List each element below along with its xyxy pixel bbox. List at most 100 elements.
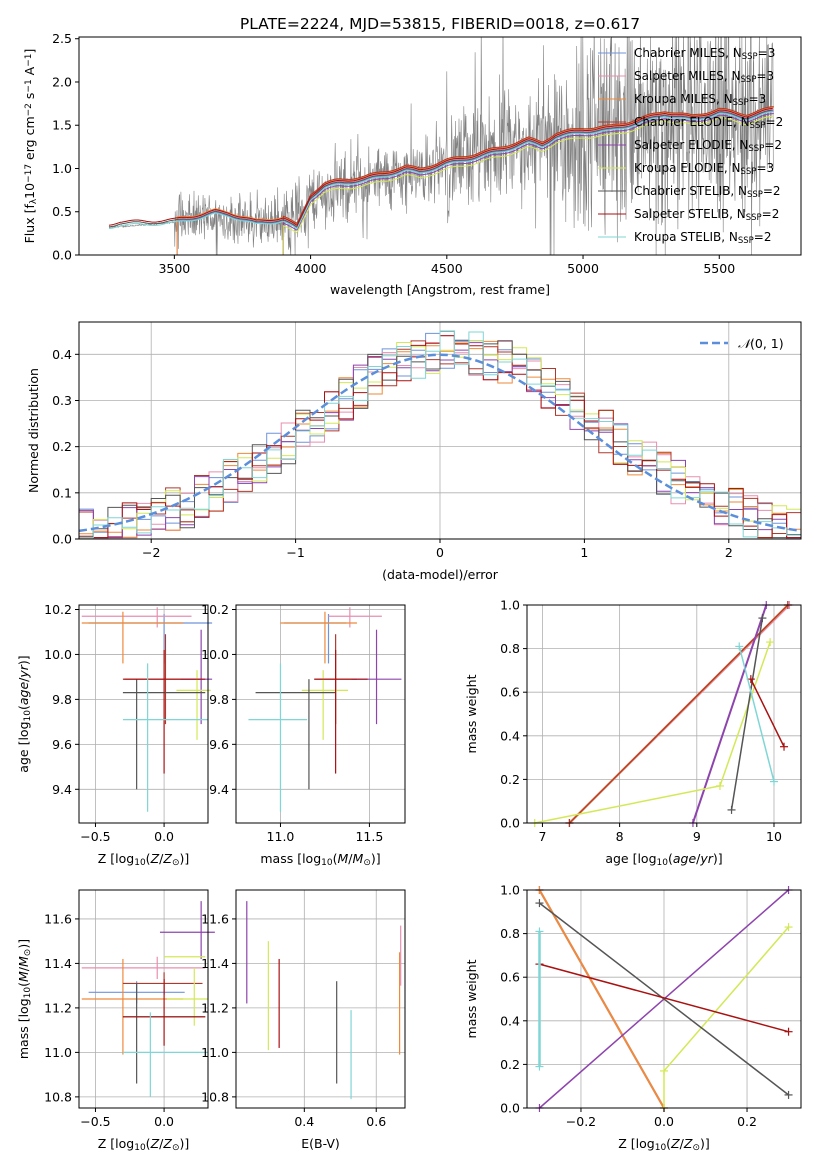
x-axis-label: wavelength [Angstrom, rest frame] — [330, 282, 550, 297]
label-part: age — [673, 851, 697, 866]
errorbar-kroupa-miles — [280, 611, 357, 664]
errorbar-chabrier-stelib — [255, 679, 336, 790]
legend-text: Kroupa MILES, N — [634, 92, 733, 106]
weight-line — [750, 678, 785, 748]
mass-vs-metallicity-panel: −0.5 0.010.811.011.211.411.6Z [log10(Z/Z⊙… — [16, 889, 215, 1153]
weight-series-kroupa-miles — [535, 886, 668, 1112]
y-tick-label: 11.4 — [201, 956, 229, 971]
x-axis-label: age [log10(age/yr)] — [605, 851, 722, 868]
label-part: ( — [16, 982, 31, 987]
y-tick-label: 10.0 — [44, 647, 72, 662]
label-part: ⊙ — [172, 858, 180, 868]
legend-suffix: =2 — [766, 115, 784, 129]
x-tick-label: −2 — [142, 545, 160, 560]
x-axis-label: Z [log10(Z/Z⊙)] — [98, 1136, 190, 1153]
y-tick-label: 2.0 — [52, 74, 72, 89]
label-part: −2 — [24, 103, 34, 116]
figure-title: PLATE=2224, MJD=53815, FIBERID=0018, z=0… — [240, 15, 640, 33]
label-part: ⊙ — [692, 1143, 700, 1153]
label-part: age [log — [16, 721, 31, 772]
label-part: ( — [333, 851, 338, 866]
legend-text: Chabrier MILES, N — [634, 46, 742, 60]
errorbar-chabrier-miles — [284, 613, 347, 664]
mass-weight-vs-metallicity-panel: −0.2 0.0 0.2 0.0 0.2 0.4 0.6 0.8 1.0 mass weight Z… — [464, 883, 802, 1153]
model-line-chabrier-stelib — [108, 109, 773, 228]
x-tick-label: −1 — [286, 545, 304, 560]
x-tick-label: 2 — [725, 545, 733, 560]
y-tick-label: 10.8 — [201, 1089, 229, 1104]
model-line-salpeter-stelib — [108, 107, 773, 227]
errorbar-salpeter-miles — [81, 956, 206, 979]
label-part: 10 — [321, 858, 333, 868]
y-tick-label: 0.5 — [52, 204, 72, 219]
label-part: )] — [179, 851, 189, 866]
y-tick-label: 11.6 — [44, 911, 72, 926]
x-axis-label: Z [log10(Z/Z⊙)] — [98, 851, 190, 868]
y-tick-label: 10.0 — [201, 647, 229, 662]
legend-entry: Kroupa MILES, NSSP=3 — [634, 92, 766, 108]
label-part: Z [log — [98, 851, 134, 866]
label-part: ( — [146, 851, 151, 866]
y-tick-label: 0.0 — [500, 1101, 520, 1116]
weight-line — [538, 889, 665, 1109]
label-part: ( — [146, 1136, 151, 1151]
x-axis-label: Z [log10(Z/Z⊙)] — [618, 1136, 710, 1153]
y-tick-label: 0.4 — [500, 1013, 520, 1028]
legend-entry: Kroupa ELODIE, NSSP=3 — [634, 161, 774, 177]
label-part: M — [338, 851, 349, 866]
y-tick-label: 1.5 — [52, 118, 72, 133]
y-axis-label: mass weight — [464, 674, 479, 753]
y-tick-label: 0.1 — [52, 485, 72, 500]
y-tick-label: 0.2 — [500, 1057, 520, 1072]
x-tick-label: 11.5 — [355, 829, 383, 844]
label-part: 10 — [23, 987, 33, 999]
label-part: ⊙ — [172, 1143, 180, 1153]
label-part: / — [16, 677, 31, 682]
label-part: ] — [22, 49, 37, 54]
x-tick-label: −0.2 — [566, 1114, 596, 1129]
errorbar-chabrier-miles — [88, 613, 213, 664]
y-tick-label: 0.4 — [500, 728, 520, 743]
y-tick-label: 10.2 — [44, 602, 72, 617]
y-axis-label: mass [log10(M/M⊙)] — [16, 939, 33, 1059]
label-part: M — [16, 971, 31, 982]
axes-frame — [235, 604, 406, 824]
label-part: Z [log — [98, 1136, 134, 1151]
weight-line — [691, 604, 768, 824]
weight-line — [539, 963, 789, 1033]
y-axis-label: Flux [fλ10−17 erg cm−2 s−1 A−1] — [22, 49, 39, 244]
y-tick-label: 0.0 — [52, 532, 72, 547]
label-part: Z — [670, 1136, 680, 1151]
axes-frame — [235, 889, 406, 1109]
legend-suffix: =2 — [763, 184, 781, 198]
label-part: ( — [666, 1136, 671, 1151]
label-part: )] — [16, 655, 31, 665]
y-tick-label: 0.8 — [500, 641, 520, 656]
errorbar-salpeter-stelib — [122, 978, 206, 1046]
errorbar-salpeter-miles — [81, 607, 192, 628]
errorbar-kroupa-miles — [81, 611, 184, 664]
x-tick-label: 0.0 — [654, 1114, 674, 1129]
label-part: Z — [150, 851, 160, 866]
y-tick-label: 11.6 — [201, 911, 229, 926]
weight-line — [569, 604, 789, 824]
y-tick-label: 11.0 — [201, 1045, 229, 1060]
label-part: A — [22, 66, 37, 79]
y-tick-label: 10.8 — [44, 1089, 72, 1104]
model-line-kroupa-elodie — [282, 115, 774, 255]
x-tick-label: −0.5 — [80, 829, 110, 844]
label-part: )] — [16, 939, 31, 949]
label-part: mass weight — [464, 674, 479, 753]
label-part: )] — [713, 851, 723, 866]
label-part: ⊙ — [363, 858, 371, 868]
label-part: Z — [162, 1136, 172, 1151]
legend-suffix: =2 — [764, 138, 782, 152]
model-line-kroupa-miles — [176, 107, 774, 255]
label-part: / — [159, 1136, 164, 1151]
y-tick-label: 11.2 — [44, 1000, 72, 1015]
legend-sub: SSP — [733, 98, 749, 108]
x-tick-label: −0.5 — [80, 1114, 110, 1129]
age-vs-metallicity-panel: −0.5 0.09.49.69.810.010.2Z [log10(Z/Z⊙)]a… — [16, 602, 213, 868]
x-tick-label: 0.2 — [737, 1114, 757, 1129]
